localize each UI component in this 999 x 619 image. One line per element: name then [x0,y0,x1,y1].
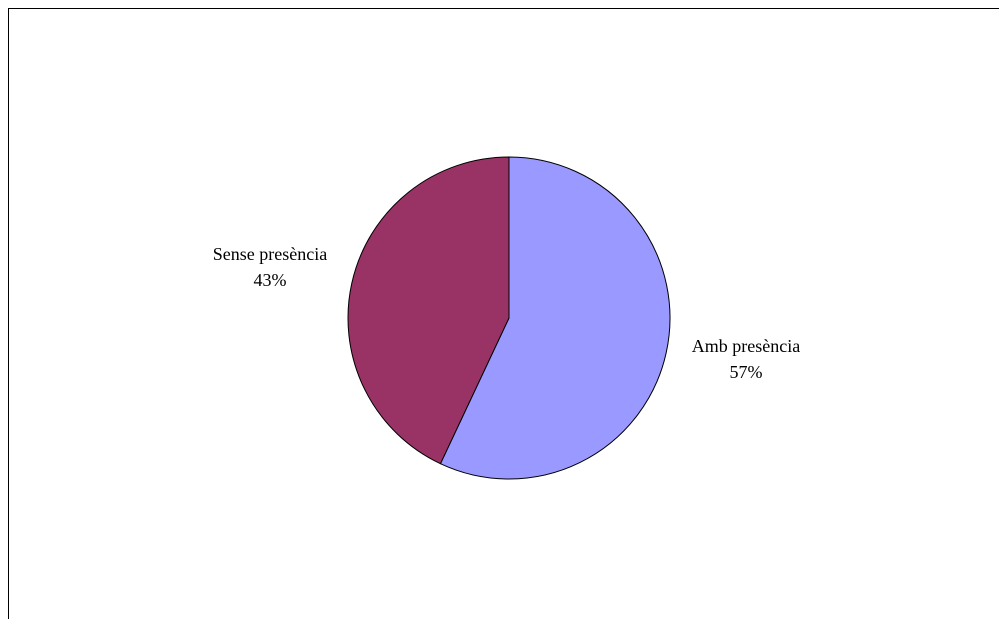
slice-category-label: Amb presència [692,336,800,356]
pie-slice-amb-pres-ncia [439,156,671,480]
slice-value-label: 57% [730,362,763,382]
slice-category-label: Sense presència [213,244,327,264]
slice-value-label: 43% [254,270,287,290]
pie-labels: Amb presència 57% Sense presència 43% [213,244,800,382]
pie-slices [347,156,671,480]
pie-slice-sense-pres-ncia [347,156,510,465]
